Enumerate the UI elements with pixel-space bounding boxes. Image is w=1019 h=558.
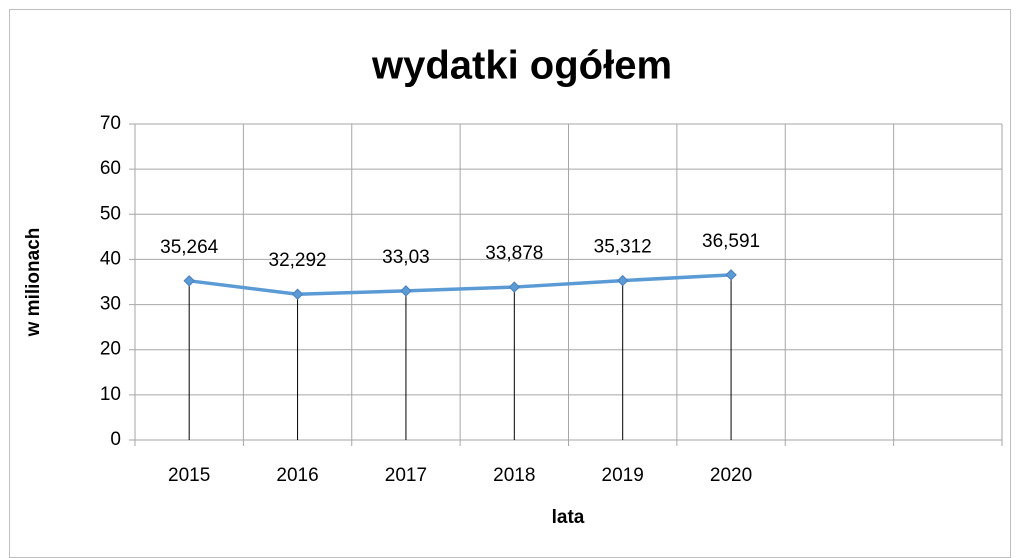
y-tick-label: 50 bbox=[100, 203, 121, 224]
chart-title: wydatki ogółem bbox=[371, 44, 672, 88]
x-axis-label: lata bbox=[552, 507, 585, 528]
y-tick-label: 40 bbox=[100, 248, 121, 269]
y-tick-label: 20 bbox=[100, 339, 121, 360]
data-label: 32,292 bbox=[269, 250, 327, 271]
x-tick-label: 2017 bbox=[385, 465, 427, 486]
data-line bbox=[188, 273, 732, 296]
y-tick-label: 10 bbox=[100, 384, 121, 405]
y-tick-label: 70 bbox=[100, 113, 121, 134]
data-marker bbox=[508, 281, 521, 293]
y-tick-label: 0 bbox=[110, 429, 121, 450]
y-axis-label: w milionach bbox=[23, 228, 44, 338]
data-label: 35,264 bbox=[160, 237, 219, 258]
chart-border bbox=[9, 9, 1011, 558]
data-marker bbox=[616, 274, 629, 287]
x-tick-label: 2020 bbox=[710, 465, 752, 486]
x-tick-label: 2019 bbox=[602, 465, 644, 486]
data-label: 33,878 bbox=[485, 243, 543, 264]
data-marker bbox=[183, 275, 195, 287]
data-marker bbox=[725, 269, 737, 281]
data-marker bbox=[400, 285, 412, 297]
data-marker bbox=[291, 288, 304, 300]
x-tick-label: 2015 bbox=[168, 465, 210, 486]
data-label: 36,591 bbox=[702, 231, 760, 252]
data-label: 33,03 bbox=[382, 247, 430, 268]
x-tick-label: 2016 bbox=[276, 465, 318, 486]
y-tick-label: 60 bbox=[100, 158, 121, 179]
data-label: 35,312 bbox=[594, 237, 652, 258]
y-tick-label: 30 bbox=[100, 294, 121, 315]
x-tick-label: 2018 bbox=[493, 465, 535, 486]
